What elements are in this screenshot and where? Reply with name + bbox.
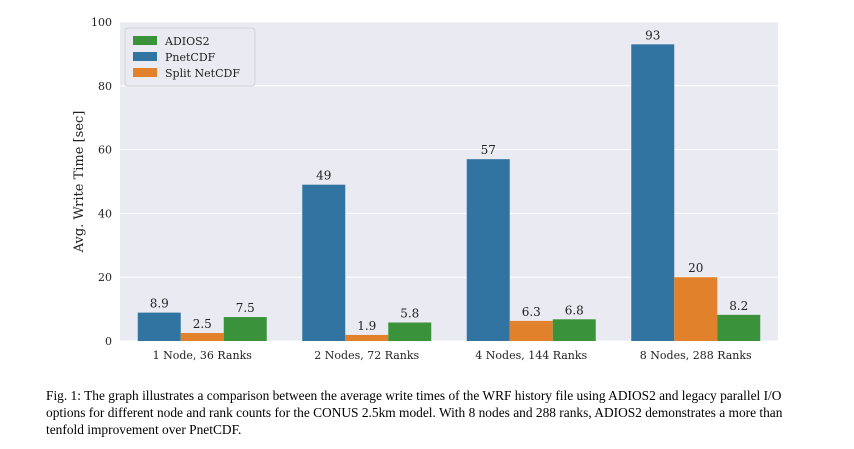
data-label: 8.2 [729, 299, 748, 313]
y-tick-label: 0 [105, 335, 112, 348]
y-tick-label: 80 [98, 80, 112, 93]
y-tick-label: 20 [98, 271, 112, 284]
y-tick-labels: 0 20 40 60 80 100 [91, 16, 112, 348]
data-labels: 8.9 2.5 7.5 49 1.9 5.8 57 6.3 6.8 93 20 8.2 [150, 28, 749, 333]
legend-swatch [133, 36, 157, 45]
data-label: 8.9 [150, 297, 169, 311]
data-label: 5.8 [400, 306, 419, 320]
x-tick-label: 1 Node, 36 Ranks [153, 349, 253, 362]
bar-adios2 [717, 314, 761, 341]
data-label: 20 [688, 261, 703, 275]
x-tick-labels: 1 Node, 36 Ranks 2 Nodes, 72 Ranks 4 Nodes… [153, 349, 752, 362]
data-label: 93 [645, 28, 660, 42]
legend-swatch [133, 68, 157, 77]
bar-pnetcdf [466, 159, 510, 341]
bar-split-netcdf [509, 320, 553, 341]
legend-label: ADIOS2 [164, 35, 210, 48]
x-tick-label: 8 Nodes, 288 Ranks [640, 349, 752, 362]
bar-adios2 [223, 317, 267, 341]
y-tick-label: 40 [98, 207, 112, 220]
legend-label: PnetCDF [165, 51, 216, 64]
bar-chart: 8.9 2.5 7.5 49 1.9 5.8 57 6.3 6.8 93 20 8.2 0 20 40 60… [72, 16, 778, 362]
y-tick-label: 100 [91, 16, 112, 29]
bar-adios2 [552, 319, 596, 341]
legend-swatch [133, 52, 157, 61]
y-axis-title: Avg. Write Time [sec] [72, 111, 87, 254]
data-label: 1.9 [357, 319, 376, 333]
legend-label: Split NetCDF [165, 67, 240, 80]
data-label: 2.5 [193, 317, 212, 331]
bar-pnetcdf [302, 184, 346, 341]
legend-frame [124, 27, 256, 87]
data-label: 49 [316, 169, 331, 183]
figure-caption: Fig. 1: The graph illustrates a comparis… [46, 388, 783, 437]
x-tick-label: 2 Nodes, 72 Ranks [314, 349, 419, 362]
bar-split-netcdf [180, 333, 224, 341]
x-tick-label: 4 Nodes, 144 Ranks [475, 349, 587, 362]
bar-split-netcdf [674, 277, 718, 341]
bars [137, 44, 761, 342]
bar-adios2 [388, 322, 432, 341]
data-label: 57 [481, 143, 496, 157]
data-label: 7.5 [236, 301, 255, 315]
bar-pnetcdf [631, 44, 675, 342]
legend: ADIOS2 PnetCDF Split NetCDF [124, 27, 256, 87]
bar-pnetcdf [137, 312, 181, 341]
data-label: 6.3 [522, 305, 541, 319]
data-label: 6.8 [565, 303, 584, 317]
y-tick-label: 60 [98, 144, 112, 157]
bar-split-netcdf [345, 334, 389, 341]
